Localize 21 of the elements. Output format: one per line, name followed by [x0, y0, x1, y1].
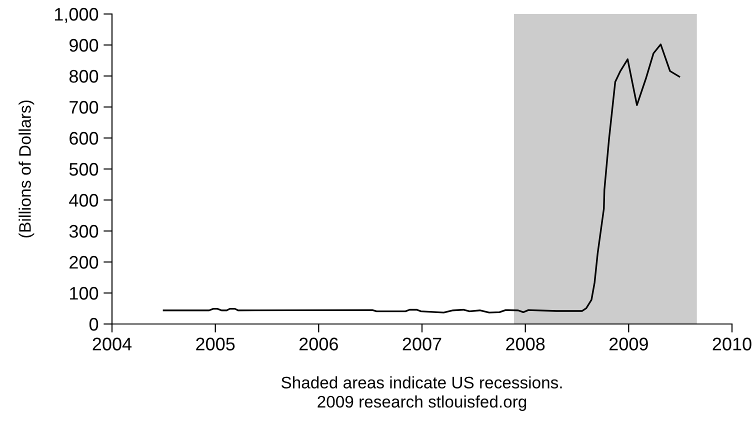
line-series	[162, 44, 680, 314]
x-tick-label: 2005	[196, 338, 235, 350]
y-tick-label: 1,000	[55, 8, 98, 23]
x-tick-label: 2007	[402, 338, 442, 350]
y-tick-label: 700	[70, 100, 98, 114]
y-tick-label: 600	[70, 132, 98, 145]
y-tick-label: 800	[69, 70, 98, 83]
y-axis-title: (Billions of Dollars)	[18, 100, 34, 238]
y-tick-label: 500	[69, 162, 98, 176]
y-tick-label: 900	[70, 38, 98, 52]
x-tick-label: 2004	[92, 338, 132, 350]
x-tick-label: 2008	[506, 338, 545, 350]
y-tick-label: 400	[69, 194, 98, 207]
x-tick-label: 2009	[609, 338, 648, 350]
x-axis-title: Shaded areas indicate US recessions. 2009 research stlouisfed.org	[281, 376, 562, 411]
y-tick-label: 100	[70, 286, 98, 300]
x-tick-label: 2010	[712, 338, 752, 350]
y-tick-label: 300	[69, 224, 98, 238]
y-tick-label: 200	[70, 256, 98, 269]
y-tick-label: 0	[89, 318, 98, 331]
x-tick-label: 2006	[299, 338, 338, 350]
